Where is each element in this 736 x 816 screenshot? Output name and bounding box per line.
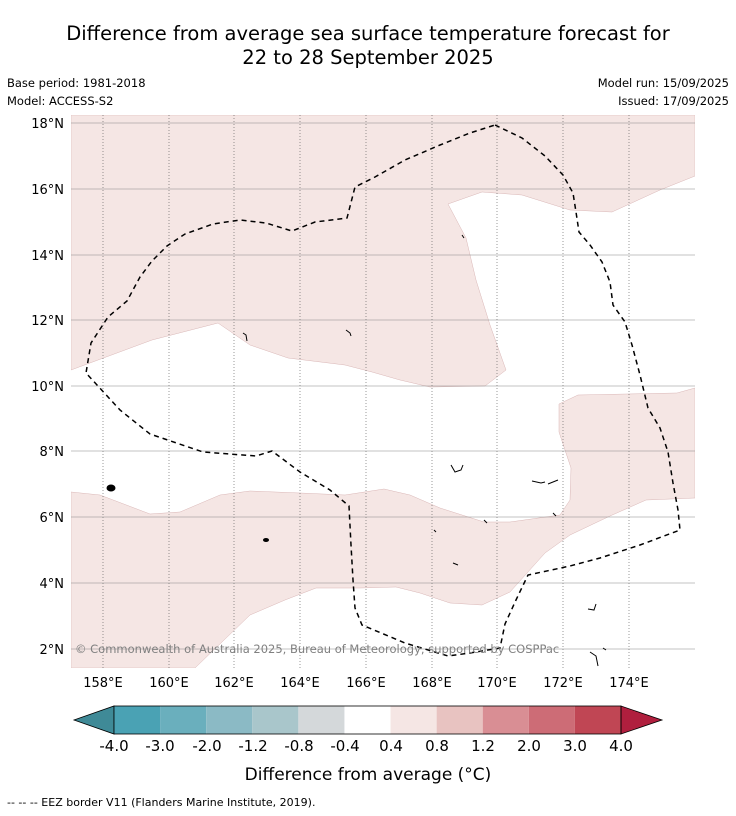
model-name: Model: ACCESS-S2 (7, 94, 114, 108)
island-12 (552, 512, 557, 517)
title-line-2: 22 to 28 September 2025 (242, 46, 494, 69)
colorbar-swatch (482, 706, 529, 734)
colorbar-swatch (436, 706, 483, 734)
island-14 (602, 647, 607, 651)
lon-label: 174°E (609, 676, 649, 691)
island-11 (483, 519, 488, 524)
colorbar-swatch (574, 706, 621, 734)
colorbar-tick: 3.0 (563, 737, 587, 755)
islands (106, 234, 607, 667)
colorbar-extend-high (620, 705, 664, 735)
lat-label: 8°N (40, 445, 65, 460)
colorbar-tick: 2.0 (517, 737, 541, 755)
colorbar-ticks: -4.0 -3.0 -2.0 -1.2 -0.8 -0.4 0.4 0.8 1.… (99, 737, 633, 755)
eez-border (85, 124, 681, 657)
island-6 (531, 479, 559, 485)
colorbar-tick: -0.4 (330, 737, 359, 755)
lat-label: 2°N (40, 643, 65, 658)
lon-label: 168°E (412, 676, 452, 691)
lon-label: 164°E (280, 676, 320, 691)
lat-label: 10°N (31, 380, 64, 395)
colorbar-extend-low (72, 705, 115, 735)
colorbar-swatch (390, 706, 437, 734)
colorbar-outline (113, 705, 622, 735)
grid-lines-lat (71, 122, 695, 650)
lat-label: 4°N (40, 577, 65, 592)
model-run: Model run: 15/09/2025 (597, 76, 729, 90)
colorbar-title: Difference from average (°C) (245, 765, 492, 785)
colorbar-swatch (206, 706, 253, 734)
lat-label: 6°N (40, 511, 65, 526)
island-7 (587, 603, 597, 611)
map-title: Difference from average sea surface temp… (0, 22, 736, 70)
meta-left: Base period: 1981-2018 Model: ACCESS-S2 (7, 74, 146, 110)
island-9 (452, 562, 459, 566)
island-10 (461, 234, 465, 239)
anomaly-region-east (71, 387, 695, 668)
lon-labels: 158°E 160°E 162°E 164°E 166°E 168°E 170°… (83, 676, 649, 691)
colorbar-swatch (298, 706, 345, 734)
colorbar-tick: 1.2 (471, 737, 495, 755)
lon-label: 160°E (149, 676, 189, 691)
colorbar-tick: -3.0 (145, 737, 174, 755)
island-13 (433, 529, 437, 533)
colorbar-tick: -2.0 (192, 737, 221, 755)
copyright-text: © Commonwealth of Australia 2025, Bureau… (75, 642, 559, 656)
eez-legend: -- -- -- EEZ border V11 (Flanders Marine… (7, 796, 316, 809)
colorbar-tick: 0.8 (425, 737, 449, 755)
lat-label: 12°N (31, 314, 64, 329)
lat-label: 18°N (31, 117, 64, 132)
colorbar-tick: -1.2 (238, 737, 267, 755)
island-3 (242, 332, 248, 342)
lon-label: 170°E (477, 676, 517, 691)
island-5 (450, 464, 464, 473)
map-panel: © Commonwealth of Australia 2025, Bureau… (71, 115, 695, 668)
island-4 (345, 329, 352, 337)
colorbar-tick: 0.4 (379, 737, 403, 755)
island-8 (589, 651, 599, 667)
base-period: Base period: 1981-2018 (7, 76, 146, 90)
colorbar-swatch (344, 706, 391, 734)
lon-label: 162°E (214, 676, 254, 691)
colorbar-swatch (160, 706, 207, 734)
lon-label: 158°E (83, 676, 123, 691)
colorbar-swatch (252, 706, 299, 734)
title-line-1: Difference from average sea surface temp… (66, 22, 670, 45)
meta-right: Model run: 15/09/2025 Issued: 17/09/2025 (598, 74, 729, 110)
island-1 (106, 484, 116, 492)
island-2 (263, 538, 269, 542)
colorbar-tick: -4.0 (99, 737, 128, 755)
lat-label: 16°N (31, 183, 64, 198)
colorbar-tick: -0.8 (284, 737, 313, 755)
colorbar-swatch (528, 706, 575, 734)
lat-label: 14°N (31, 249, 64, 264)
colorbar-swatch (114, 706, 161, 734)
colorbar-tick: 4.0 (609, 737, 633, 755)
lat-labels: 18°N 16°N 14°N 12°N 10°N 8°N 6°N 4°N 2°N (31, 117, 64, 658)
colorbar (72, 705, 664, 735)
lon-label: 166°E (346, 676, 386, 691)
issued-date: Issued: 17/09/2025 (618, 94, 729, 108)
anomaly-region-north (71, 115, 695, 388)
lon-label: 172°E (543, 676, 583, 691)
